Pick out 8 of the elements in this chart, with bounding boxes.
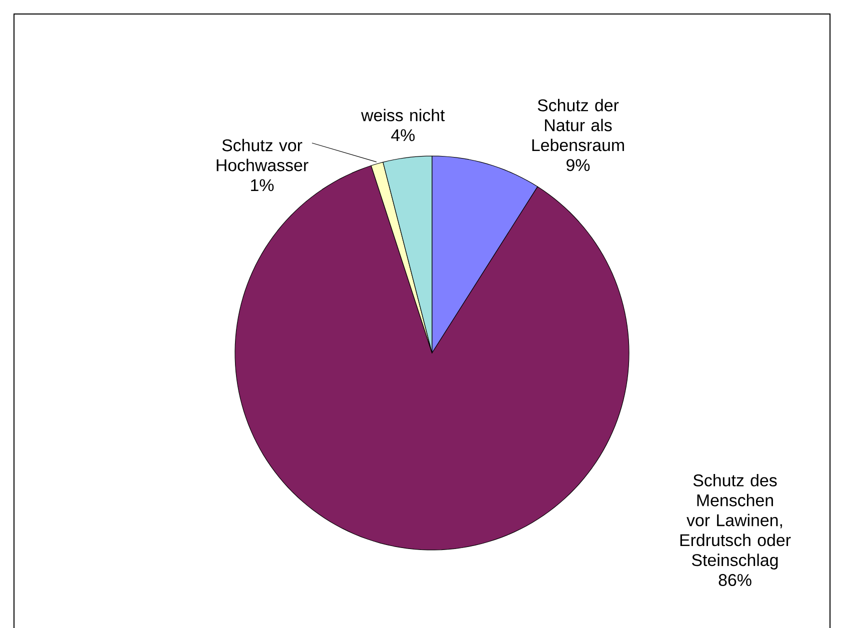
slice-label: weiss nicht — [361, 108, 445, 122]
data-label: 9% — [566, 159, 590, 172]
slice-label: Schutz der Natur als Lebensraum — [532, 98, 624, 152]
slice-label: Schutz des Menschen vor Lawinen, Erdrutsch oder Steinschlag — [680, 474, 791, 570]
data-label: 4% — [391, 129, 415, 142]
slice-label: Schutz vor Hochwasser — [216, 138, 308, 172]
data-label: 1% — [251, 179, 274, 192]
data-label: 86% — [718, 574, 752, 586]
